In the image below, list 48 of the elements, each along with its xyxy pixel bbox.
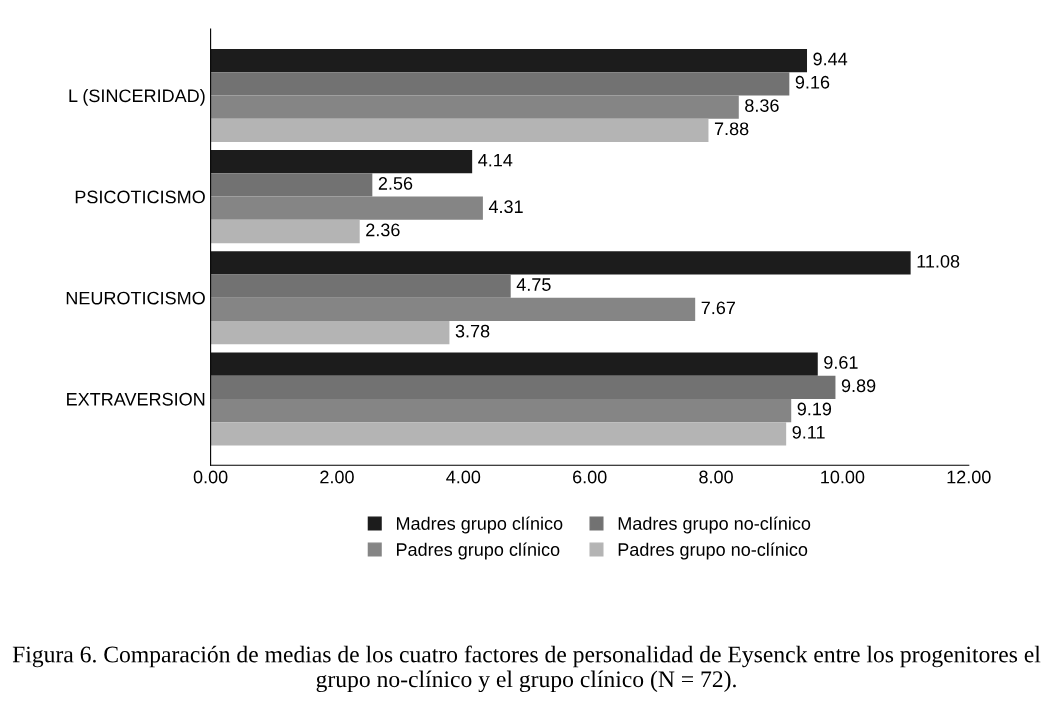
x-tick-label: 8.00 <box>699 470 733 484</box>
x-tick-label: 10.00 <box>821 470 865 484</box>
bar <box>210 274 511 298</box>
data-label: 9.11 <box>792 425 825 439</box>
bar <box>210 196 483 220</box>
x-tick-label: 6.00 <box>573 470 607 484</box>
bar <box>210 297 696 322</box>
legend-label: Madres grupo clínico <box>396 516 563 534</box>
x-tick-label: 4.00 <box>446 470 481 484</box>
y-tick-label: EXTRAVERSION <box>67 392 205 406</box>
bar <box>210 118 709 142</box>
data-label: 2.36 <box>366 223 400 237</box>
x-tick-label: 0.00 <box>193 470 228 484</box>
y-tick-label: PSICOTICISMO <box>75 190 205 204</box>
bar <box>210 173 373 197</box>
data-label: 9.19 <box>797 402 832 416</box>
x-tick-label: 12.00 <box>947 470 991 484</box>
data-label: 4.31 <box>488 200 523 214</box>
data-label: 3.78 <box>455 324 490 338</box>
data-label: 2.56 <box>378 177 413 190</box>
bar <box>210 398 792 423</box>
bar <box>210 422 787 446</box>
data-label: 9.44 <box>813 52 848 66</box>
bar <box>210 375 836 399</box>
data-label: 9.61 <box>824 356 858 369</box>
bar <box>210 150 473 174</box>
data-label: 11.08 <box>917 254 960 268</box>
data-label: 8.36 <box>745 99 779 112</box>
data-label: 9.89 <box>841 379 876 393</box>
data-label: 4.14 <box>478 153 513 167</box>
x-tick-label: 2.00 <box>320 470 354 484</box>
legend-label: Padres grupo no-clínico <box>618 542 808 560</box>
data-label: 4.75 <box>516 278 551 291</box>
y-tick-label: NEUROTICISMO <box>66 291 205 305</box>
text: Figura 6. Comparación de medias de los cuatro factores de personalidad de Eysenck entre los progenitores el grupo no-clínico y el grupo clínico (N = 72). <box>12 645 1041 693</box>
legend-label: Padres grupo clínico <box>396 542 560 560</box>
bar <box>210 251 911 275</box>
y-tick-label: L (SINCERIDAD) <box>69 88 205 106</box>
bar <box>210 219 360 244</box>
bar <box>210 352 818 376</box>
legend-label: Madres grupo no-clínico <box>618 516 811 534</box>
bar <box>210 95 739 119</box>
data-label: 7.67 <box>701 301 735 315</box>
bar <box>210 48 808 73</box>
data-label: 9.16 <box>795 75 830 89</box>
bar <box>210 72 790 96</box>
data-label: 7.88 <box>714 122 749 136</box>
bar <box>210 321 450 345</box>
